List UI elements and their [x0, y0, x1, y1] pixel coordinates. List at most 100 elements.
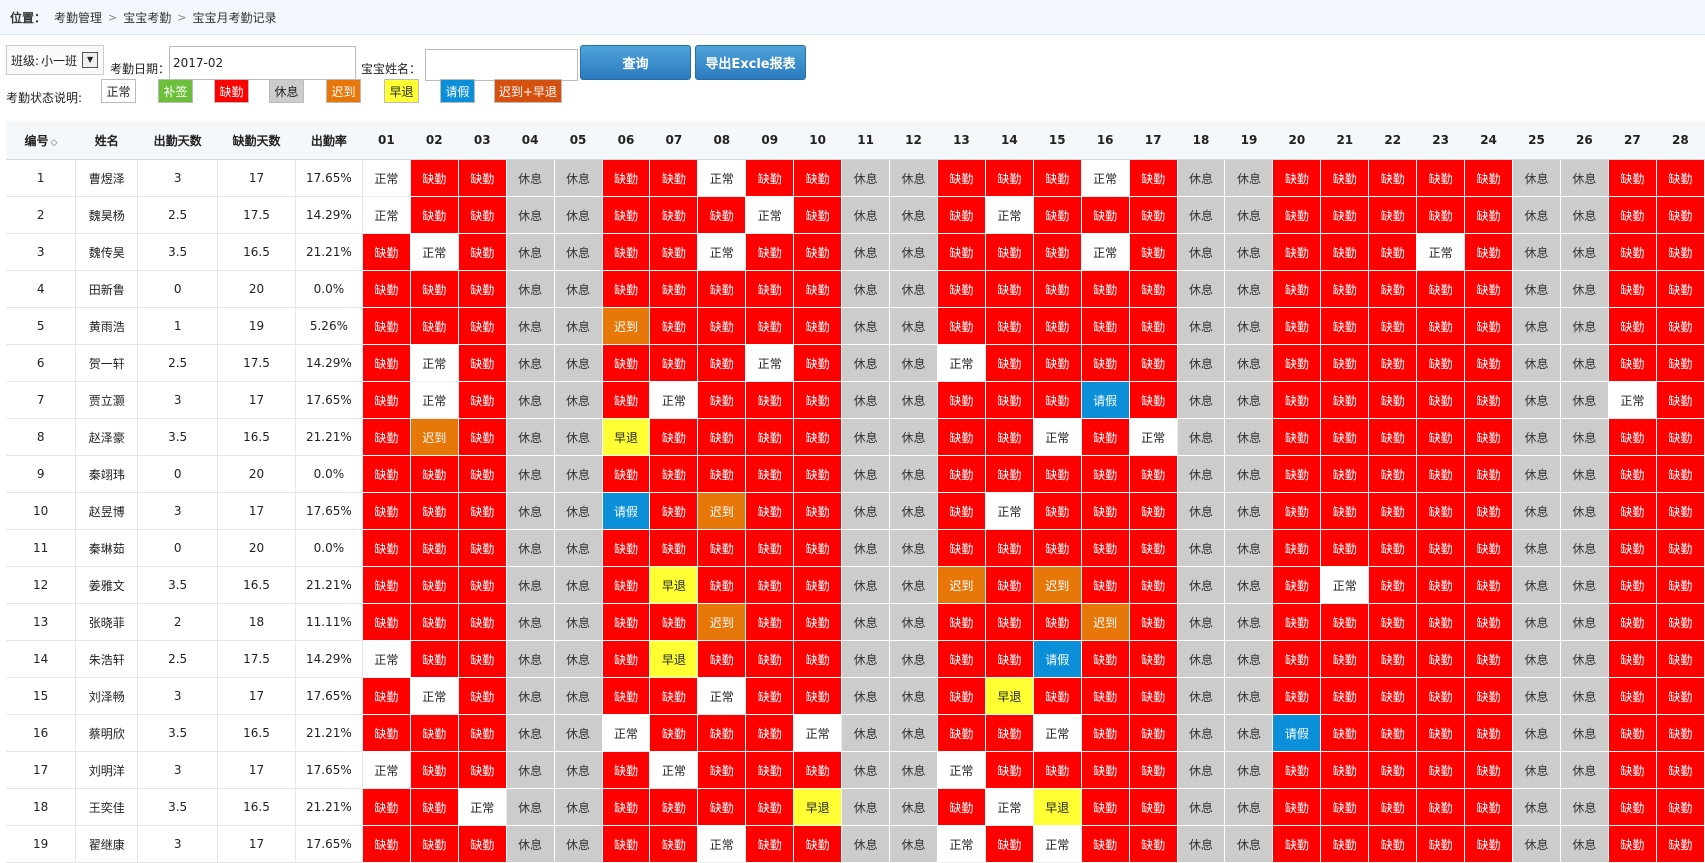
attendance-status-cell[interactable]: 休息 — [1512, 788, 1561, 826]
attendance-status-cell[interactable]: 缺勤 — [984, 270, 1034, 308]
attendance-status-cell[interactable]: 休息 — [553, 529, 603, 567]
attendance-status-cell[interactable]: 缺勤 — [1080, 788, 1130, 826]
attendance-status-cell[interactable]: 缺勤 — [1368, 455, 1418, 493]
attendance-status-cell[interactable]: 缺勤 — [1128, 529, 1178, 567]
attendance-status-cell[interactable]: 休息 — [1176, 381, 1226, 419]
attendance-status-cell[interactable]: 休息 — [1224, 159, 1274, 197]
attendance-status-cell[interactable]: 正常 — [745, 344, 795, 382]
attendance-status-cell[interactable]: 缺勤 — [697, 566, 747, 604]
attendance-status-cell[interactable]: 缺勤 — [1128, 455, 1178, 493]
attendance-status-cell[interactable]: 缺勤 — [601, 196, 651, 234]
attendance-status-cell[interactable]: 休息 — [841, 344, 891, 382]
attendance-status-cell[interactable]: 缺勤 — [1416, 788, 1466, 826]
attendance-status-cell[interactable]: 休息 — [1512, 492, 1561, 530]
attendance-status-cell[interactable]: 休息 — [1224, 455, 1274, 493]
attendance-status-cell[interactable]: 休息 — [1512, 714, 1561, 752]
attendance-status-cell[interactable]: 休息 — [889, 529, 938, 567]
attendance-status-cell[interactable]: 休息 — [1559, 640, 1609, 678]
attendance-status-cell[interactable]: 休息 — [1224, 566, 1274, 604]
attendance-status-cell[interactable]: 休息 — [505, 233, 555, 271]
attendance-status-cell[interactable]: 缺勤 — [984, 529, 1034, 567]
attendance-status-cell[interactable]: 正常 — [1320, 566, 1370, 604]
attendance-status-cell[interactable]: 缺勤 — [361, 492, 411, 530]
attendance-status-cell[interactable]: 缺勤 — [1655, 714, 1705, 752]
attendance-status-cell[interactable]: 休息 — [553, 677, 603, 715]
attendance-status-cell[interactable]: 正常 — [1032, 825, 1082, 863]
attendance-status-cell[interactable]: 缺勤 — [1464, 270, 1514, 308]
attendance-status-cell[interactable]: 缺勤 — [1655, 159, 1705, 197]
attendance-status-cell[interactable]: 休息 — [841, 418, 891, 456]
attendance-status-cell[interactable]: 缺勤 — [1464, 714, 1514, 752]
attendance-status-cell[interactable]: 休息 — [1512, 640, 1561, 678]
attendance-status-cell[interactable]: 缺勤 — [1272, 788, 1322, 826]
attendance-status-cell[interactable]: 缺勤 — [1655, 788, 1705, 826]
attendance-status-cell[interactable]: 缺勤 — [793, 418, 843, 456]
attendance-status-cell[interactable]: 缺勤 — [1320, 714, 1370, 752]
attendance-status-cell[interactable]: 缺勤 — [1655, 455, 1705, 493]
attendance-status-cell[interactable]: 缺勤 — [1464, 566, 1514, 604]
attendance-status-cell[interactable]: 休息 — [889, 603, 938, 641]
attendance-status-cell[interactable]: 休息 — [1176, 233, 1226, 271]
attendance-status-cell[interactable]: 休息 — [1176, 603, 1226, 641]
breadcrumb-item-baby-attendance[interactable]: 宝宝考勤 — [123, 10, 172, 25]
attendance-status-cell[interactable]: 缺勤 — [1032, 529, 1082, 567]
attendance-status-cell[interactable]: 早退 — [984, 677, 1034, 715]
attendance-status-cell[interactable]: 缺勤 — [409, 529, 459, 567]
attendance-status-cell[interactable]: 缺勤 — [1464, 492, 1514, 530]
attendance-status-cell[interactable]: 缺勤 — [697, 307, 747, 345]
attendance-status-cell[interactable]: 正常 — [409, 677, 459, 715]
attendance-status-cell[interactable]: 缺勤 — [457, 233, 507, 271]
attendance-status-cell[interactable]: 缺勤 — [1607, 307, 1657, 345]
attendance-status-cell[interactable]: 休息 — [553, 640, 603, 678]
attendance-status-cell[interactable]: 休息 — [1512, 270, 1561, 308]
attendance-status-cell[interactable]: 缺勤 — [361, 307, 411, 345]
attendance-status-cell[interactable]: 休息 — [1176, 196, 1226, 234]
attendance-status-cell[interactable]: 休息 — [1559, 233, 1609, 271]
attendance-status-cell[interactable]: 缺勤 — [1320, 381, 1370, 419]
attendance-status-cell[interactable]: 缺勤 — [1416, 714, 1466, 752]
attendance-status-cell[interactable]: 正常 — [1032, 714, 1082, 752]
attendance-status-cell[interactable]: 缺勤 — [697, 418, 747, 456]
attendance-status-cell[interactable]: 缺勤 — [1032, 233, 1082, 271]
attendance-status-cell[interactable]: 休息 — [841, 159, 891, 197]
attendance-status-cell[interactable]: 缺勤 — [1416, 455, 1466, 493]
search-button[interactable]: 查询 — [580, 45, 691, 80]
attendance-status-cell[interactable]: 休息 — [1559, 825, 1609, 863]
attendance-status-cell[interactable]: 休息 — [841, 825, 891, 863]
attendance-status-cell[interactable]: 缺勤 — [1416, 159, 1466, 197]
attendance-status-cell[interactable]: 缺勤 — [457, 307, 507, 345]
attendance-status-cell[interactable]: 缺勤 — [1032, 492, 1082, 530]
attendance-status-cell[interactable]: 缺勤 — [1655, 566, 1705, 604]
attendance-status-cell[interactable]: 缺勤 — [1368, 492, 1418, 530]
attendance-status-cell[interactable]: 正常 — [697, 233, 747, 271]
attendance-status-cell[interactable]: 迟到 — [697, 492, 747, 530]
attendance-status-cell[interactable]: 缺勤 — [1080, 677, 1130, 715]
attendance-status-cell[interactable]: 正常 — [361, 640, 411, 678]
attendance-status-cell[interactable]: 缺勤 — [1368, 825, 1418, 863]
sort-diamond-icon[interactable]: ◇ — [50, 137, 58, 148]
attendance-status-cell[interactable]: 缺勤 — [745, 233, 795, 271]
attendance-status-cell[interactable]: 缺勤 — [1032, 196, 1082, 234]
attendance-status-cell[interactable]: 休息 — [1559, 307, 1609, 345]
attendance-status-cell[interactable]: 缺勤 — [793, 233, 843, 271]
class-select[interactable]: 小一班 ▼ — [41, 52, 99, 69]
attendance-status-cell[interactable]: 缺勤 — [1416, 751, 1466, 789]
attendance-status-cell[interactable]: 休息 — [553, 603, 603, 641]
attendance-status-cell[interactable]: 休息 — [1512, 381, 1561, 419]
attendance-status-cell[interactable]: 休息 — [505, 751, 555, 789]
attendance-status-cell[interactable]: 缺勤 — [1128, 751, 1178, 789]
attendance-status-cell[interactable]: 缺勤 — [1655, 196, 1705, 234]
attendance-status-cell[interactable]: 缺勤 — [361, 418, 411, 456]
attendance-status-cell[interactable]: 正常 — [649, 751, 699, 789]
attendance-status-cell[interactable]: 缺勤 — [1416, 640, 1466, 678]
attendance-status-cell[interactable]: 休息 — [841, 566, 891, 604]
attendance-status-cell[interactable]: 缺勤 — [697, 270, 747, 308]
attendance-status-cell[interactable]: 缺勤 — [1320, 418, 1370, 456]
attendance-status-cell[interactable]: 休息 — [841, 492, 891, 530]
attendance-status-cell[interactable]: 缺勤 — [361, 381, 411, 419]
attendance-status-cell[interactable]: 休息 — [1176, 307, 1226, 345]
attendance-status-cell[interactable]: 缺勤 — [793, 159, 843, 197]
attendance-status-cell[interactable]: 缺勤 — [1272, 307, 1322, 345]
attendance-status-cell[interactable]: 迟到 — [1032, 566, 1082, 604]
attendance-status-cell[interactable]: 休息 — [841, 233, 891, 271]
